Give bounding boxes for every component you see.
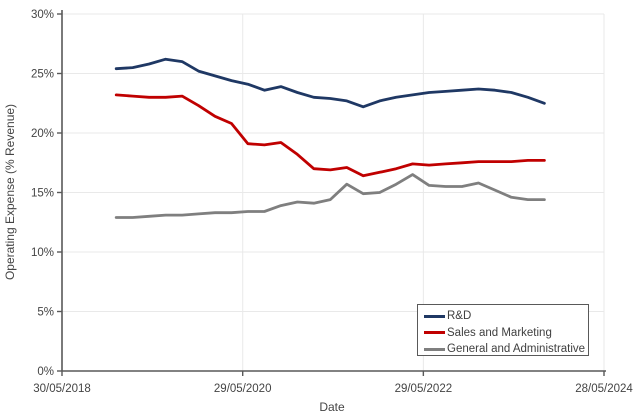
- legend-label: Sales and Marketing: [447, 326, 552, 339]
- y-tick-label: 30%: [31, 9, 54, 21]
- legend-label: General and Administrative: [447, 343, 586, 355]
- x-tick-labels: 30/05/2018 29/05/2020 29/05/2022 28/05/2024: [33, 383, 633, 395]
- y-tick-label: 25%: [31, 69, 54, 81]
- x-axis-title: Date: [319, 400, 345, 414]
- r-d-line: [114, 57, 546, 109]
- legend-item-sales-and-marketing: Sales and Marketing: [424, 325, 582, 341]
- y-tick-label: 20%: [31, 128, 54, 140]
- legend-swatch-r-d: [424, 314, 445, 318]
- x-tick-label: 29/05/2022: [395, 383, 453, 395]
- y-tick-labels: 0% 5% 10% 15% 20% 25% 30%: [31, 9, 54, 378]
- y-tick-label: 5%: [37, 307, 54, 319]
- x-tick-label: 30/05/2018: [33, 383, 91, 395]
- sales-and-marketing-line: [114, 93, 546, 178]
- y-tick-label: 10%: [31, 247, 54, 259]
- y-tick-label: 15%: [31, 188, 54, 200]
- y-axis-title: Operating Expense (% Revenue): [3, 104, 17, 280]
- axes: [57, 10, 606, 376]
- x-tick-label: 29/05/2020: [214, 383, 272, 395]
- x-tick-label: 28/05/2024: [575, 383, 633, 395]
- general-and-administrative-line: [114, 173, 546, 219]
- legend-swatch-general-and-administrative: [424, 347, 445, 351]
- legend-item-general-and-administrative: General and Administrative: [424, 341, 586, 357]
- y-tick-label: 0%: [37, 366, 54, 378]
- gridlines: [62, 13, 605, 371]
- series-lines: [114, 57, 546, 219]
- legend-label: R&D: [447, 310, 472, 322]
- legend-swatch-sales-and-marketing: [424, 331, 445, 334]
- legend: R&D Sales and Marketing General and Admini…: [417, 304, 589, 356]
- legend-item-r-d: R&D: [424, 308, 582, 324]
